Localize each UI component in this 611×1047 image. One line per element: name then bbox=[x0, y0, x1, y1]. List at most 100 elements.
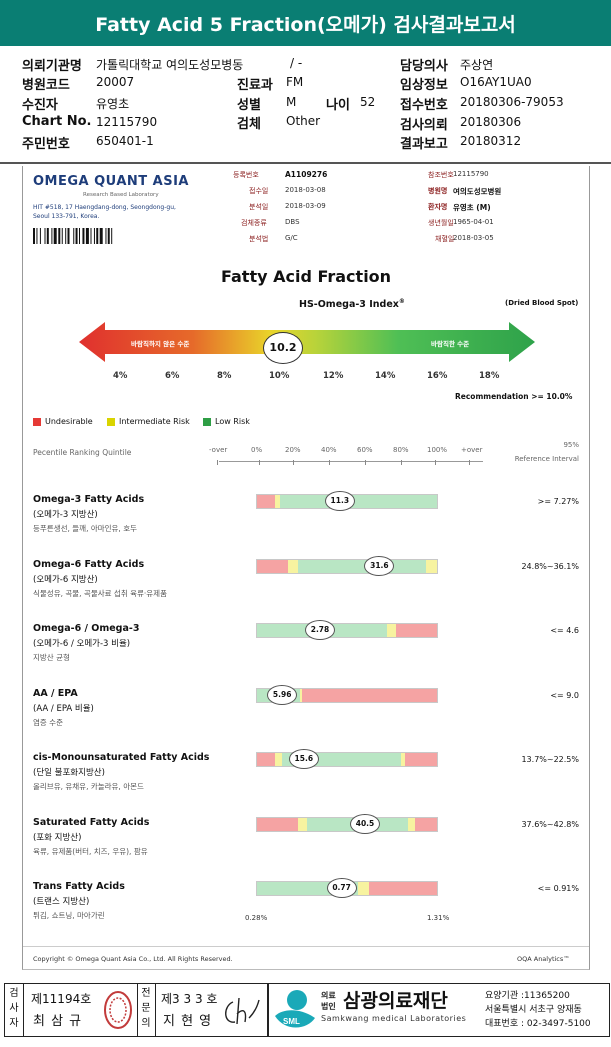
bar-segment-red bbox=[395, 624, 437, 637]
anal-label: 분석일 bbox=[249, 203, 269, 211]
bar-segment-red bbox=[302, 688, 437, 702]
ref-bottom: Reference Interval bbox=[514, 455, 579, 463]
barcode-bar bbox=[58, 228, 61, 244]
bar-segment-red bbox=[415, 817, 437, 831]
bar-segment-yellow bbox=[275, 495, 281, 508]
scale-tick-label: 80% bbox=[393, 446, 409, 454]
barcode-bar bbox=[61, 228, 63, 244]
barcode-bar bbox=[93, 228, 95, 244]
bar-segment-yellow bbox=[298, 817, 308, 831]
row-value-marker: 5.96 bbox=[267, 684, 298, 705]
specialist-signature-icon bbox=[225, 997, 260, 1025]
barcode-bar bbox=[90, 228, 92, 244]
reg-value: A1109276 bbox=[285, 170, 328, 179]
inst-label: 의뢰기관명 bbox=[22, 59, 82, 74]
corp-label-1: 의료 bbox=[321, 991, 336, 1000]
dob-label: 생년월일 bbox=[428, 219, 454, 227]
scale-axis bbox=[219, 461, 483, 462]
lab-address-line2: Seoul 133-791, Korea. bbox=[33, 213, 100, 220]
report-footer-divider bbox=[23, 946, 589, 947]
bar-segment-yellow bbox=[287, 559, 299, 573]
divider bbox=[137, 984, 138, 1036]
clinical-label: 임상정보 bbox=[400, 78, 448, 93]
scale-tick-label: 20% bbox=[285, 446, 301, 454]
bar-segment-red bbox=[257, 753, 275, 766]
corp-label-2: 법인 bbox=[321, 1002, 336, 1011]
reception-value: 20180306-79053 bbox=[460, 95, 564, 109]
index-title-text: HS-Omega-3 Index bbox=[299, 299, 399, 311]
specialist-label: 전문의 bbox=[141, 988, 151, 1029]
patient-value: 유영초 bbox=[96, 97, 130, 111]
gauge-right-text: 바람직한 수준 bbox=[431, 340, 470, 348]
reg-label: 등록번호 bbox=[233, 171, 259, 179]
barcode-bar bbox=[44, 228, 46, 244]
row-foods: 식물성유, 곡물, 곡물사료 섭취 육류·유제품 bbox=[33, 588, 167, 598]
scale-label: Pecentile Ranking Quintile bbox=[33, 448, 132, 457]
org-phone: 대표번호 : 02-3497-5100 bbox=[485, 1019, 591, 1029]
age-label: 나이 bbox=[326, 98, 350, 113]
report-heading: Fatty Acid Fraction bbox=[221, 267, 392, 286]
collect-value: 2018-03-05 bbox=[453, 234, 494, 242]
barcode-bar bbox=[73, 228, 75, 244]
bar-segment-yellow bbox=[401, 753, 405, 766]
result-label: 결과보고 bbox=[400, 137, 448, 152]
dept-value: FM bbox=[286, 75, 304, 89]
specialist-no: 제3 3 3 호 bbox=[161, 992, 218, 1006]
scale-tick bbox=[469, 460, 470, 465]
patient-name-label: 환자명 bbox=[428, 203, 448, 211]
gauge-value-marker: 10.2 bbox=[263, 332, 303, 364]
ref-no-value: 12115790 bbox=[453, 170, 489, 178]
org-code: 요양기관 :11365200 bbox=[485, 991, 570, 1001]
bar-segment-red bbox=[368, 882, 437, 895]
signature-box: 검사자 제11194호 최 삼 규 전문의 제3 3 3 호 지 현 영 bbox=[4, 983, 268, 1037]
specialist-name: 지 현 영 bbox=[163, 1014, 213, 1029]
scale-tick-label: -over bbox=[209, 446, 228, 454]
examiner-no: 제11194호 bbox=[31, 992, 92, 1006]
barcode-bar bbox=[53, 228, 57, 244]
barcode-bar bbox=[79, 228, 80, 244]
legend-label: Low Risk bbox=[215, 417, 250, 426]
scale-tick-label: +over bbox=[461, 446, 483, 454]
ref-top: 95% bbox=[563, 441, 579, 449]
row-foods: 육류, 유제품(버터, 치즈, 우유), 팜유 bbox=[33, 846, 148, 856]
sml-logo-icon: SML bbox=[275, 990, 315, 1028]
bar-segment-yellow bbox=[386, 624, 396, 637]
trans-low: 0.28% bbox=[245, 914, 268, 922]
scale-tick bbox=[217, 460, 218, 465]
scale-tick bbox=[259, 460, 260, 465]
divider bbox=[155, 984, 156, 1036]
report-title-banner: Fatty Acid 5 Fraction(오메가) 검사결과보고서 bbox=[0, 0, 611, 46]
doctor-label: 담당의사 bbox=[400, 59, 448, 74]
org-en: Samkwang medical Laboratories bbox=[321, 1014, 467, 1023]
header-divider bbox=[0, 162, 611, 164]
bar-segment-yellow bbox=[426, 559, 437, 573]
chart-label: Chart No. bbox=[22, 114, 92, 129]
ref-no-label: 참조번호 bbox=[428, 171, 454, 179]
row-subtitle: (오메가-6 지방산) bbox=[33, 574, 98, 585]
reception-label: 접수번호 bbox=[400, 98, 448, 113]
gauge-tick-label: 14% bbox=[375, 371, 396, 381]
examiner-seal-icon bbox=[104, 991, 132, 1029]
examiner-name: 최 삼 규 bbox=[33, 1014, 83, 1029]
specimen-label: 검체 bbox=[237, 117, 261, 132]
request-label: 검사의뢰 bbox=[400, 118, 448, 133]
barcode-bar bbox=[105, 228, 107, 244]
barcode-bar bbox=[39, 228, 41, 244]
legend-swatch bbox=[33, 418, 41, 426]
inst-value: 가톨릭대학교 여의도성모병동 bbox=[96, 58, 244, 72]
scale-tick bbox=[365, 460, 366, 465]
registered-mark: ® bbox=[398, 298, 405, 305]
sex-label: 성별 bbox=[237, 98, 261, 113]
row-subtitle: (포화 지방산) bbox=[33, 832, 82, 843]
recv-label: 접수일 bbox=[249, 187, 269, 195]
row-reference: <= 4.6 bbox=[550, 626, 579, 635]
row-reference: 37.6%~42.8% bbox=[521, 819, 579, 829]
method-label: 분석법 bbox=[249, 235, 269, 243]
row-title: AA / EPA bbox=[33, 687, 78, 699]
org-name: 삼광의료재단 bbox=[343, 990, 448, 1012]
patient-label: 수진자 bbox=[22, 98, 58, 113]
recv-value: 2018-03-08 bbox=[285, 186, 326, 194]
row-foods: 염증 수준 bbox=[33, 717, 63, 727]
barcode-bar bbox=[67, 228, 70, 244]
row-foods: 튀김, 쇼트닝, 마아가린 bbox=[33, 911, 105, 920]
